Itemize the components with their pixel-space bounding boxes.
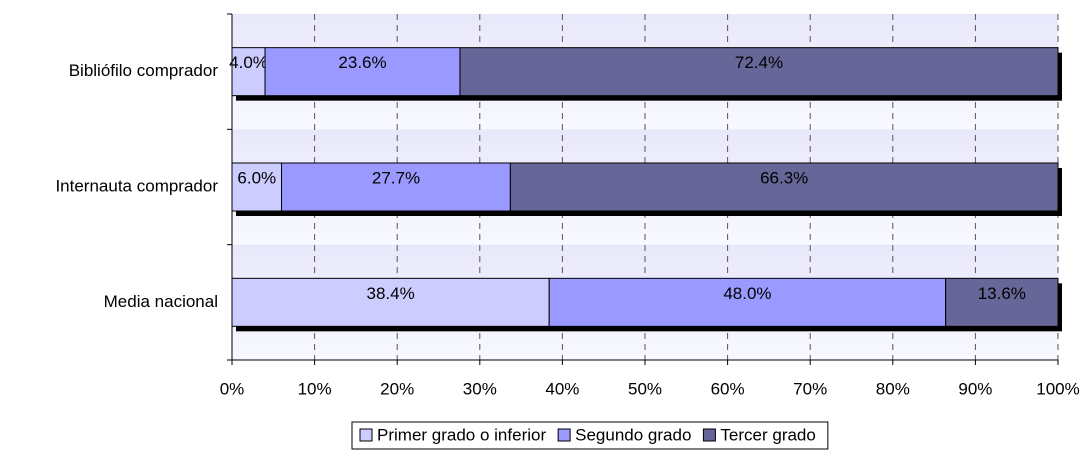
y-tick-label: Internauta comprador [55,176,218,195]
x-tick-label: 90% [958,379,992,398]
bar-segment [459,47,1059,97]
bar-segment [548,277,947,327]
x-tick-label: 100% [1036,379,1079,398]
legend-swatch [702,428,716,442]
legend-swatch [557,428,571,442]
bar-segment [231,162,283,212]
x-tick-label: 70% [793,379,827,398]
data-label: 48.0% [723,284,771,303]
legend-swatch [359,428,373,442]
legend-label: Tercer grado [720,425,815,444]
legend-box [351,421,829,450]
bar-segment [231,47,266,97]
x-tick-label: 30% [463,379,497,398]
data-label: 72.4% [735,53,783,72]
x-tick-label: 20% [380,379,414,398]
bar-segment [945,277,1059,327]
x-tick-label: 80% [876,379,910,398]
legend: Primer grado o inferior Segundo grado Terc… [351,421,829,450]
data-label: 66.3% [760,168,808,187]
y-tick-label: Bibliófilo comprador [69,61,219,80]
x-tick-label: 60% [711,379,745,398]
bar-segment [231,277,550,327]
data-label: 23.6% [338,53,386,72]
data-label: 4.0% [229,53,268,72]
x-tick-label: 10% [298,379,332,398]
data-label: 27.7% [372,168,420,187]
bar-segment [509,162,1059,212]
x-tick-label: 0% [220,379,245,398]
x-tick-label: 40% [545,379,579,398]
legend-label: Segundo grado [575,425,691,444]
bar-segment [281,162,511,212]
data-label: 38.4% [366,284,414,303]
y-tick-label: Media nacional [104,292,218,311]
legend-label: Primer grado o inferior [377,425,546,444]
x-tick-label: 50% [628,379,662,398]
data-label: 13.6% [978,284,1026,303]
bar-segment [264,47,461,97]
data-label: 6.0% [237,168,276,187]
